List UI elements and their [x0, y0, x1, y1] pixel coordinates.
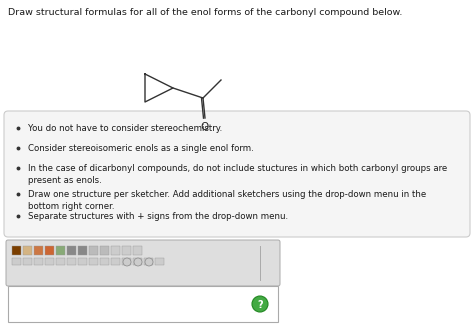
- Text: Draw structural formulas for all of the enol forms of the carbonyl compound belo: Draw structural formulas for all of the …: [8, 8, 402, 17]
- Bar: [122, 258, 131, 265]
- FancyBboxPatch shape: [6, 240, 280, 286]
- Text: Separate structures with + signs from the drop-down menu.: Separate structures with + signs from th…: [28, 212, 288, 221]
- Bar: [78, 258, 87, 265]
- Bar: [89, 258, 98, 265]
- Text: Consider stereoisomeric enols as a single enol form.: Consider stereoisomeric enols as a singl…: [28, 144, 254, 153]
- Bar: [78, 246, 87, 255]
- Bar: [23, 258, 32, 265]
- Text: ?: ?: [257, 300, 263, 309]
- Bar: [56, 246, 65, 255]
- Text: In the case of dicarbonyl compounds, do not include stuctures in which both carb: In the case of dicarbonyl compounds, do …: [28, 164, 447, 185]
- FancyBboxPatch shape: [4, 111, 470, 237]
- Bar: [122, 246, 131, 255]
- Bar: [133, 258, 142, 265]
- Bar: [111, 246, 120, 255]
- Bar: [89, 246, 98, 255]
- Text: Draw one structure per sketcher. Add additional sketchers using the drop-down me: Draw one structure per sketcher. Add add…: [28, 190, 426, 211]
- Circle shape: [145, 258, 153, 266]
- Bar: [12, 246, 21, 255]
- Text: O: O: [201, 122, 209, 132]
- Bar: [45, 258, 54, 265]
- Circle shape: [123, 258, 131, 266]
- Circle shape: [134, 258, 142, 266]
- Bar: [8, 286, 278, 322]
- Bar: [12, 258, 21, 265]
- Bar: [45, 246, 54, 255]
- Bar: [155, 258, 164, 265]
- Bar: [34, 246, 43, 255]
- Bar: [67, 246, 76, 255]
- Bar: [56, 258, 65, 265]
- Bar: [100, 258, 109, 265]
- Bar: [67, 258, 76, 265]
- Bar: [23, 246, 32, 255]
- Bar: [133, 246, 142, 255]
- Text: You do not have to consider stereochemistry.: You do not have to consider stereochemis…: [28, 124, 222, 133]
- Bar: [100, 246, 109, 255]
- Circle shape: [252, 296, 268, 312]
- Bar: [34, 258, 43, 265]
- Bar: [144, 258, 153, 265]
- Bar: [111, 258, 120, 265]
